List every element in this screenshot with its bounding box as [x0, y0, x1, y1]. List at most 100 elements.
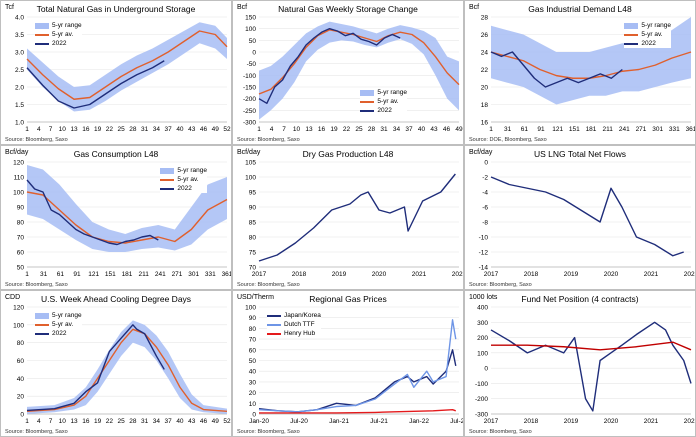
legend-label: 2022: [177, 185, 192, 192]
legend-label: 2022: [641, 40, 656, 47]
x-tick-label: 2020: [604, 418, 619, 425]
legend-item: 2022: [360, 106, 407, 115]
series-line: [490, 176, 684, 257]
legend-swatch: [360, 89, 375, 96]
x-tick-label: 10: [293, 126, 301, 133]
x-tick-label: 7: [282, 126, 286, 133]
y-tick-label: 100: [13, 190, 24, 197]
x-tick-label: 331: [205, 271, 216, 278]
chart-source: Source: Bloomberg, Saxo: [5, 282, 68, 288]
x-tick-label: 2018: [292, 271, 307, 278]
x-tick-label: Jul-21: [370, 418, 388, 425]
x-tick-label: 16: [82, 126, 90, 133]
y-axis-unit: CDD: [5, 294, 21, 301]
legend-item: 5-yr av.: [160, 175, 207, 184]
y-tick-label: 28: [481, 15, 489, 22]
x-tick-label: 2019: [332, 271, 347, 278]
x-tick-label: 1: [257, 126, 261, 133]
legend-item: 5-yr range: [624, 21, 671, 30]
series-line: [26, 30, 228, 100]
y-tick-label: 100: [245, 305, 256, 312]
x-tick-label: 7: [49, 418, 53, 425]
y-tick-label: 3.5: [15, 32, 24, 39]
x-tick-label: 16: [82, 418, 90, 425]
legend-label: 5-yr range: [52, 312, 82, 319]
legend-item: 5-yr range: [35, 21, 82, 30]
x-tick-label: Jan-22: [409, 418, 429, 425]
chart-legend: 5-yr range 5-yr av. 2022: [624, 21, 671, 48]
x-tick-label: 61: [521, 126, 529, 133]
x-tick-label: 22: [106, 126, 114, 133]
y-tick-label: 60: [17, 250, 25, 257]
legend-label: 2022: [377, 107, 392, 114]
x-tick-label: 2017: [484, 271, 499, 278]
chart-title: US LNG Total Net Flows: [534, 149, 626, 159]
x-tick-label: 28: [368, 126, 376, 133]
legend-swatch: [624, 22, 639, 29]
x-tick-label: 19: [94, 126, 102, 133]
chart-source: Source: Bloomberg, Saxo: [237, 429, 300, 435]
x-tick-label: 1: [25, 126, 29, 133]
y-tick-label: 10: [249, 401, 257, 408]
y-tick-label: 20: [17, 394, 25, 401]
y-tick-label: 16: [481, 120, 489, 127]
y-tick-label: -4: [482, 190, 488, 197]
y-tick-label: -300: [475, 412, 488, 419]
chart-source: Source: Bloomberg, Saxo: [5, 429, 68, 435]
x-tick-label: 10: [59, 126, 67, 133]
range-band: [259, 21, 459, 120]
series-line: [26, 328, 228, 413]
x-tick-label: 31: [504, 126, 512, 133]
y-tick-label: 90: [249, 205, 257, 212]
x-tick-label: 52: [223, 418, 231, 425]
x-tick-label: 10: [59, 418, 67, 425]
x-tick-label: 181: [586, 126, 597, 133]
x-tick-label: 34: [153, 418, 161, 425]
y-tick-label: 2.5: [15, 67, 24, 74]
x-tick-label: 151: [569, 126, 580, 133]
chart-source: Source: Bloomberg, Saxo: [5, 137, 68, 143]
y-tick-label: 100: [13, 322, 24, 329]
x-tick-label: 28: [129, 418, 137, 425]
x-tick-label: 34: [153, 126, 161, 133]
x-tick-label: 22: [106, 418, 114, 425]
chart-source: Source: Bloomberg, Saxo: [469, 429, 532, 435]
chart-panel: 1.0 1.5 2.0 2.5 3.0 3.5 4.0 1 4 7 10 13 16 19 22 25 28 31…: [0, 0, 232, 145]
x-tick-label: 151: [105, 271, 116, 278]
y-tick-label: -14: [479, 265, 489, 272]
legend-label: Henry Hub: [284, 330, 316, 337]
chart-title: Dry Gas Production L48: [302, 149, 394, 159]
y-tick-label: -10: [479, 235, 489, 242]
legend-swatch: [160, 167, 175, 174]
range-band: [27, 320, 227, 414]
range-band: [27, 22, 227, 112]
chart-svg: 1.0 1.5 2.0 2.5 3.0 3.5 4.0 1 4 7 10 13 16 19 22 25 28 31…: [15, 15, 231, 134]
y-tick-label: -300: [243, 120, 256, 127]
legend-label: 5-yr range: [377, 89, 407, 96]
legend-label: 5-yr range: [52, 22, 82, 29]
legend-label: 5-yr range: [177, 167, 207, 174]
y-tick-label: 18: [481, 102, 489, 109]
x-tick-label: 16: [318, 126, 326, 133]
x-tick-label: 49: [212, 126, 220, 133]
x-tick-label: 121: [552, 126, 563, 133]
y-tick-label: 4.0: [15, 15, 24, 22]
x-tick-label: 4: [270, 126, 274, 133]
legend-label: 5-yr range: [641, 22, 671, 29]
chart-legend: Japan/Korea Dutch TTF Henry Hub: [267, 311, 321, 338]
series-line: [491, 341, 692, 351]
x-tick-label: 1: [25, 271, 29, 278]
x-tick-label: 46: [443, 126, 451, 133]
y-tick-label: 80: [17, 340, 25, 347]
chart-title: U.S. Week Ahead Cooling Degree Days: [40, 294, 192, 304]
legend-swatch: [267, 332, 281, 335]
y-tick-label: 20: [481, 85, 489, 92]
y-tick-label: 60: [249, 347, 257, 354]
y-tick-label: 90: [17, 205, 25, 212]
chart-source: Source: Bloomberg, Saxo: [237, 137, 300, 143]
legend-swatch: [267, 323, 281, 326]
chart-panel: -300 -250 -200 -150 -100 -50 0 50 100 150 1 4 7 10 13 1…: [232, 0, 464, 145]
chart-legend: 5-yr range 5-yr av. 2022: [35, 311, 82, 338]
legend-label: 2022: [52, 330, 67, 337]
y-tick-label: 80: [249, 235, 257, 242]
